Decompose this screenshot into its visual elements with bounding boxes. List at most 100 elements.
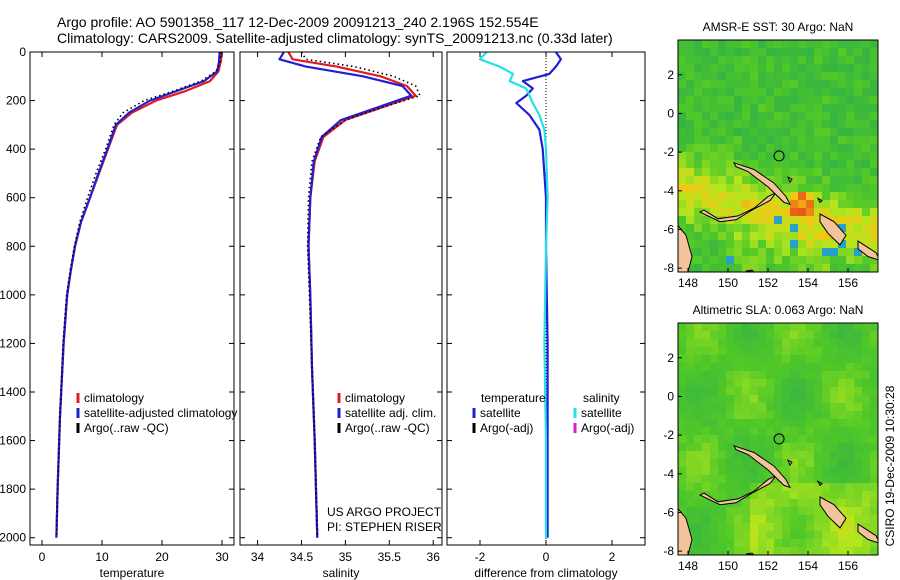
sst_map-grid-cell xyxy=(814,72,823,81)
sla_map-grid-cell xyxy=(694,507,703,516)
sla_map-grid-cell xyxy=(846,427,855,436)
sst_map-grid-cell xyxy=(814,48,823,57)
sst_map-grid-cell xyxy=(870,216,878,225)
sla_map-grid-cell xyxy=(710,331,719,340)
sla_map-grid-cell xyxy=(726,371,735,380)
sst_map-grid-cell xyxy=(686,56,695,65)
sla_map-grid-cell xyxy=(838,467,847,476)
salinity-xtick-label: 35 xyxy=(339,550,353,564)
sst_map-grid-cell xyxy=(726,200,735,209)
sla_map-grid-cell xyxy=(726,483,735,492)
sst_map-grid-cell xyxy=(790,96,799,105)
sst_map-grid-cell xyxy=(790,240,799,249)
sst_map-grid-cell xyxy=(862,192,871,201)
salinity-xtick-label: 34.5 xyxy=(290,550,314,564)
sst_map-grid-cell xyxy=(814,248,823,257)
sst_map-grid-cell xyxy=(806,168,815,177)
sst_map-grid-cell xyxy=(862,96,871,105)
difference-xtick-label: -2 xyxy=(475,550,486,564)
sla_map-grid-cell xyxy=(742,499,751,508)
sla_map-grid-cell xyxy=(686,435,695,444)
sla_map-grid-cell xyxy=(758,355,767,364)
sst_map-grid-cell xyxy=(862,128,871,137)
sla_map-grid-cell xyxy=(854,491,863,500)
sla_map-grid-cell xyxy=(798,475,807,484)
sla_map-grid-cell xyxy=(742,467,751,476)
sst_map-grid-cell xyxy=(854,64,863,73)
sst_map-grid-cell xyxy=(846,88,855,97)
sla_map-grid-cell xyxy=(726,459,735,468)
sla_map-grid-cell xyxy=(822,339,831,348)
sla_map-grid-cell xyxy=(870,387,878,396)
sla_map-grid-cell xyxy=(710,339,719,348)
sla_map-grid-cell xyxy=(702,355,711,364)
sla_map-grid-cell xyxy=(782,483,791,492)
sla_map-grid-cell xyxy=(718,523,727,532)
sla_map-grid-cell xyxy=(702,347,711,356)
sst_map-grid-cell xyxy=(782,104,791,113)
sst_map-grid-cell xyxy=(822,192,831,201)
sst_map-grid-cell xyxy=(694,208,703,217)
sla_map-grid-cell xyxy=(710,419,719,428)
sst_map-grid-cell xyxy=(814,264,823,272)
sla_map-grid-cell xyxy=(678,451,687,460)
sla_map-grid-cell xyxy=(734,531,743,540)
sst_map-grid-cell xyxy=(790,200,799,209)
sla_map-grid-cell xyxy=(854,435,863,444)
sla_map-axes-frame xyxy=(677,322,879,556)
sst_map-grid-cell xyxy=(854,176,863,185)
sst_map-grid-cell xyxy=(854,192,863,201)
sst_map-grid-cell xyxy=(734,192,743,201)
sla_map-grid-cell xyxy=(758,507,767,516)
sla_map-grid-cell xyxy=(798,483,807,492)
sla_map-field xyxy=(678,323,878,555)
sla_map-grid-cell xyxy=(782,331,791,340)
sla_map-grid-cell xyxy=(742,363,751,372)
sst_map-grid-cell xyxy=(798,88,807,97)
sla_map-grid-cell xyxy=(870,467,878,476)
sla_map-xtick-label: 150 xyxy=(718,559,738,573)
sst_map-grid-cell xyxy=(694,112,703,121)
sst_map-grid-cell xyxy=(790,136,799,145)
sla_map-grid-cell xyxy=(830,331,839,340)
salinity-line-argo xyxy=(300,52,421,538)
sla_map-grid-cell xyxy=(750,475,759,484)
sst_map-grid-cell xyxy=(758,160,767,169)
sst_map-grid-cell xyxy=(766,216,775,225)
sla_map-grid-cell xyxy=(710,371,719,380)
sst_map-grid-cell xyxy=(862,216,871,225)
sla_map-xtick-label: 154 xyxy=(798,559,818,573)
sla_map-land xyxy=(732,444,792,489)
sla_map-grid-cell xyxy=(686,523,695,532)
sla_map-grid-cell xyxy=(686,451,695,460)
sst_map-grid-cell xyxy=(686,224,695,233)
sst_map-grid-cell xyxy=(798,120,807,129)
sst_map-grid-cell xyxy=(798,232,807,241)
sst_map-grid-cell xyxy=(758,168,767,177)
salinity-legend-item-label: satellite adj. clim. xyxy=(345,406,436,420)
sla_map-grid-cell xyxy=(750,395,759,404)
sst_map-grid-cell xyxy=(870,88,878,97)
sla_map-grid-cell xyxy=(822,419,831,428)
salinity-xtick-label: 35.5 xyxy=(378,550,402,564)
sla_map-grid-cell xyxy=(838,491,847,500)
sst_map-grid-cell xyxy=(870,200,878,209)
temperature-xtick-label: 0 xyxy=(39,550,46,564)
sla_map-grid-cell xyxy=(838,387,847,396)
sst_map-grid-cell xyxy=(846,136,855,145)
sst_map-grid-cell xyxy=(758,152,767,161)
sst_map-grid-cell xyxy=(830,200,839,209)
sla_map-grid-cell xyxy=(686,499,695,508)
sla_map-grid-cell xyxy=(782,435,791,444)
sla_map-grid-cell xyxy=(790,443,799,452)
sla_map-grid-cell xyxy=(862,363,871,372)
sst_map-grid-cell xyxy=(686,200,695,209)
sst_map-grid-cell xyxy=(822,240,831,249)
sla_map-grid-cell xyxy=(718,507,727,516)
sst_map-grid-cell xyxy=(854,248,863,257)
sla_map-grid-cell xyxy=(798,339,807,348)
sst_map-grid-cell xyxy=(838,264,847,272)
sst_map-grid-cell xyxy=(806,256,815,265)
sst_map-grid-cell xyxy=(742,136,751,145)
sla_map-grid-cell xyxy=(790,411,799,420)
